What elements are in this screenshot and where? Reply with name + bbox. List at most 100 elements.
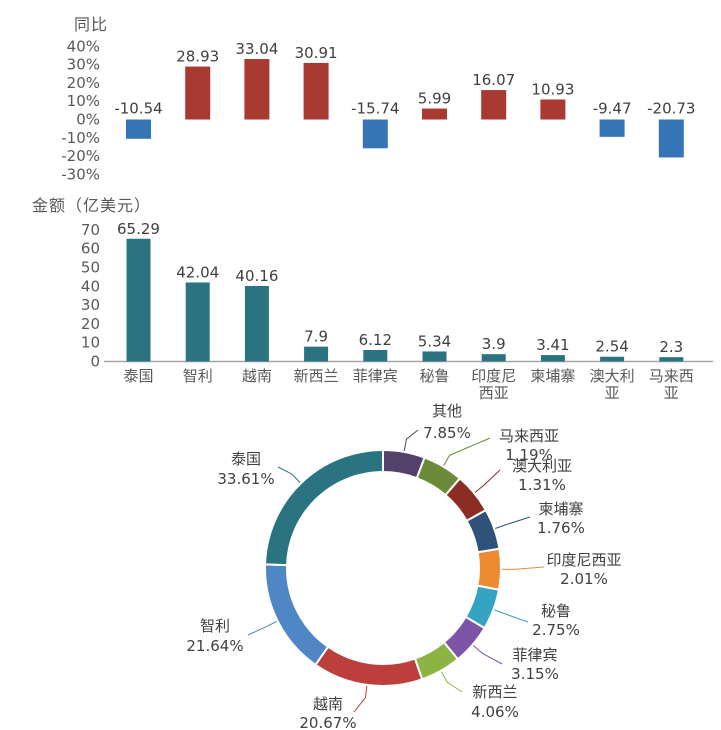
amount-y-tick: 50 [81,259,100,277]
donut-label-value-6: 2.01% [560,570,608,588]
amount-bar-8 [600,356,625,362]
x-category-label-8: 澳大利 [590,367,635,385]
amount-value-label-7: 3.41 [536,336,569,354]
amount-value-label-6: 3.9 [482,335,506,353]
x-category-label-7: 柬埔寨 [530,367,575,385]
yoy-y-tick: -20% [61,147,100,165]
yoy-value-label-6: 16.07 [472,71,515,89]
amount-bar-3 [304,346,329,362]
yoy-y-tick: -30% [61,165,100,183]
amount-chart-title: 金额（亿美元） [32,196,152,215]
donut-leaderline-9 [443,437,491,466]
amount-bar-4 [363,349,388,362]
x-category-label-1: 智利 [183,367,213,385]
amount-bar-7 [540,355,565,362]
donut-label-value-8: 1.31% [518,476,566,494]
donut-label-value-9: 1.19% [505,446,553,464]
amount-value-label-3: 7.9 [304,328,328,346]
donut-label-name-4: 菲律宾 [512,646,557,664]
amount-y-tick: 40 [81,277,100,295]
amount-bar-0 [126,238,151,362]
donut-label-name-1: 智利 [200,617,230,635]
x-category-label-6: 印度尼 [471,367,516,385]
amount-bar-1 [185,282,210,362]
amount-value-label-2: 40.16 [235,267,278,285]
amount-bar-9 [659,357,684,362]
yoy-y-tick: 0% [76,111,100,129]
donut-label-name-3: 新西兰 [472,683,517,701]
x-category-label-4: 菲律宾 [353,367,398,385]
donut-label-name-2: 越南 [313,695,343,713]
x-category-label-0: 泰国 [123,367,153,385]
donut-slice-0 [264,448,384,567]
donut-leaderline-8 [474,469,501,493]
yoy-value-label-4: -15.74 [351,100,399,118]
yoy-bar-3 [303,62,329,120]
donut-label-value-0: 33.61% [217,470,274,488]
yoy-y-tick: 40% [67,37,100,55]
amount-y-tick: 20 [81,315,100,333]
yoy-bar-7 [540,99,566,120]
yoy-value-label-0: -10.54 [114,100,162,118]
donut-leaderline-5 [494,609,529,623]
donut-leaderline-7 [495,516,531,529]
yoy-y-tick: 30% [67,56,100,74]
donut-label-name-8: 澳大利亚 [512,457,572,475]
amount-value-label-4: 6.12 [359,331,392,349]
donut-label-name-5: 秘鲁 [541,602,571,620]
x-category-label-6: 西亚 [479,384,509,402]
yoy-value-label-9: -20.73 [647,100,695,118]
yoy-value-label-2: 33.04 [235,40,278,58]
donut-leaderline-0 [277,466,301,483]
donut-leaderline-1 [247,620,277,636]
donut-label-value-10: 7.85% [423,424,471,442]
donut-slice-1 [264,563,330,667]
amount-value-label-8: 2.54 [595,338,628,356]
donut-label-value-2: 20.67% [299,714,356,730]
yoy-bar-0 [126,119,151,139]
yoy-y-tick: 20% [67,74,100,92]
amount-bar-6 [481,354,506,362]
amount-bar-2 [244,285,269,362]
donut-slice-2 [314,645,424,687]
donut-label-name-6: 印度尼西亚 [546,551,621,569]
yoy-value-label-3: 30.91 [295,44,338,62]
donut-leaderline-6 [501,566,545,570]
donut-leaderline-4 [473,645,503,665]
yoy-bar-6 [481,90,507,120]
amount-value-label-0: 65.29 [117,220,160,238]
yoy-value-label-7: 10.93 [531,80,574,98]
donut-label-value-7: 1.76% [537,519,585,537]
donut-label-value-4: 3.15% [511,665,559,683]
yoy-bar-4 [362,119,388,149]
donut-label-name-10: 其他 [432,402,462,420]
donut-label-value-1: 21.64% [186,637,243,655]
x-category-label-3: 新西兰 [294,367,339,385]
amount-y-tick: 60 [81,240,100,258]
amount-value-label-5: 5.34 [418,332,451,350]
yoy-bar-1 [185,66,211,120]
amount-y-tick: 0 [90,353,100,371]
yoy-y-tick: -10% [61,129,100,147]
donut-leaderline-3 [440,671,463,693]
amount-y-tick: 10 [81,334,100,352]
yoy-y-tick: 10% [67,92,100,110]
donut-label-value-5: 2.75% [532,621,580,639]
yoy-value-label-5: 5.99 [418,90,451,108]
donut-label-value-3: 4.06% [471,703,519,721]
x-category-label-5: 秘鲁 [419,367,449,385]
yoy-bar-5 [422,108,447,120]
amount-y-tick: 30 [81,296,100,314]
x-category-label-9: 马来西 [649,367,694,385]
donut-label-name-9: 马来西亚 [499,427,559,445]
amount-value-label-9: 2.3 [659,338,683,356]
donut-label-name-0: 泰国 [231,450,261,468]
amount-bar-5 [422,351,447,362]
x-category-label-2: 越南 [242,367,272,385]
donut-slice-6 [476,547,502,591]
yoy-bar-9 [658,119,684,158]
yoy-chart-title: 同比 [74,15,109,34]
amount-value-label-1: 42.04 [176,263,219,281]
